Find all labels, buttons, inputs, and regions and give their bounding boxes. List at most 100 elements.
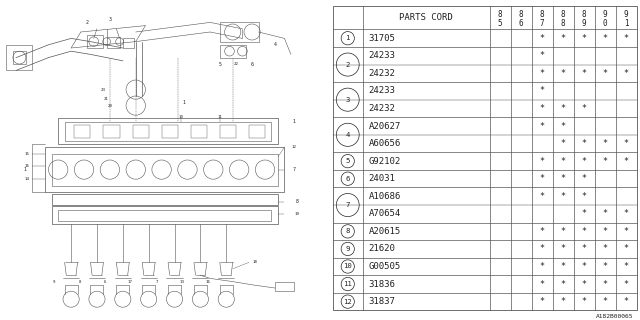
Text: A182B00065: A182B00065: [596, 314, 634, 319]
Text: A70654: A70654: [369, 209, 401, 218]
Text: *: *: [561, 297, 566, 306]
Text: *: *: [540, 104, 545, 113]
Text: 10: 10: [179, 115, 184, 119]
Text: *: *: [624, 280, 629, 289]
Text: PARTS CORD: PARTS CORD: [399, 13, 453, 22]
Text: 6: 6: [251, 61, 253, 67]
Text: *: *: [603, 227, 608, 236]
Text: 4: 4: [346, 132, 350, 138]
Text: *: *: [582, 104, 587, 113]
Text: *: *: [540, 174, 545, 183]
Text: 20: 20: [108, 104, 113, 108]
Text: *: *: [603, 69, 608, 78]
Text: 14: 14: [24, 177, 29, 181]
Text: 13: 13: [179, 280, 184, 284]
Text: 6: 6: [104, 280, 107, 284]
Text: 31837: 31837: [369, 297, 396, 306]
Text: 15: 15: [24, 152, 29, 156]
Text: 8: 8: [296, 199, 299, 204]
Text: 22: 22: [234, 62, 239, 66]
Text: *: *: [561, 227, 566, 236]
Text: A10686: A10686: [369, 192, 401, 201]
Text: *: *: [561, 104, 566, 113]
Text: *: *: [561, 244, 566, 253]
Text: *: *: [582, 297, 587, 306]
Text: *: *: [624, 244, 629, 253]
Text: *: *: [561, 157, 566, 166]
Text: *: *: [540, 297, 545, 306]
Text: *: *: [582, 227, 587, 236]
Text: 24233: 24233: [369, 86, 396, 95]
Text: 24232: 24232: [369, 104, 396, 113]
Text: *: *: [540, 262, 545, 271]
Text: 8: 8: [561, 19, 566, 28]
Text: *: *: [582, 280, 587, 289]
Text: *: *: [540, 157, 545, 166]
Text: 9: 9: [52, 280, 55, 284]
Text: *: *: [603, 34, 608, 43]
Text: 5: 5: [498, 19, 502, 28]
Text: *: *: [561, 69, 566, 78]
Text: 31705: 31705: [369, 34, 396, 43]
Text: 5: 5: [346, 158, 350, 164]
Text: 1: 1: [624, 19, 628, 28]
Text: 2: 2: [346, 61, 350, 68]
Bar: [132, 125, 148, 138]
Bar: [52, 206, 278, 224]
Text: 8: 8: [78, 280, 81, 284]
Text: 1: 1: [292, 119, 296, 124]
Text: 24233: 24233: [369, 51, 396, 60]
Text: G00505: G00505: [369, 262, 401, 271]
Text: *: *: [540, 69, 545, 78]
Bar: [45, 147, 284, 192]
Text: 9: 9: [582, 19, 586, 28]
Text: *: *: [582, 157, 587, 166]
Text: G92102: G92102: [369, 157, 401, 166]
Text: A20615: A20615: [369, 227, 401, 236]
Bar: [52, 154, 278, 186]
Text: *: *: [561, 280, 566, 289]
Text: *: *: [582, 262, 587, 271]
Text: *: *: [582, 69, 587, 78]
Text: 8: 8: [561, 10, 566, 19]
Text: *: *: [624, 262, 629, 271]
Text: 2: 2: [86, 20, 89, 25]
Text: 1: 1: [183, 100, 186, 105]
Text: 24031: 24031: [369, 174, 396, 183]
Text: 1: 1: [346, 35, 350, 41]
Text: *: *: [603, 139, 608, 148]
Text: *: *: [582, 139, 587, 148]
Text: 0: 0: [603, 19, 607, 28]
Text: 6: 6: [346, 176, 350, 182]
Text: *: *: [561, 192, 566, 201]
Bar: [161, 125, 178, 138]
Text: 7: 7: [292, 167, 296, 172]
Text: *: *: [582, 174, 587, 183]
Text: *: *: [603, 262, 608, 271]
Text: 1: 1: [23, 167, 26, 172]
Text: *: *: [540, 227, 545, 236]
Text: 8: 8: [582, 10, 586, 19]
Text: 17: 17: [127, 280, 132, 284]
Text: 9: 9: [624, 10, 628, 19]
Text: 16: 16: [205, 280, 210, 284]
Text: 9: 9: [346, 246, 350, 252]
Text: *: *: [624, 209, 629, 218]
Text: *: *: [540, 51, 545, 60]
Text: *: *: [624, 69, 629, 78]
Bar: [58, 210, 271, 221]
Text: *: *: [624, 227, 629, 236]
Text: A60656: A60656: [369, 139, 401, 148]
Bar: [107, 37, 120, 48]
Text: 12: 12: [292, 145, 296, 149]
Text: 21: 21: [104, 97, 109, 101]
Text: *: *: [540, 280, 545, 289]
Text: 18: 18: [253, 260, 258, 264]
Text: *: *: [603, 209, 608, 218]
Text: 3: 3: [346, 97, 350, 103]
Text: 9: 9: [603, 10, 607, 19]
Text: *: *: [561, 262, 566, 271]
Bar: [58, 118, 278, 144]
Bar: [13, 51, 26, 64]
Text: 31836: 31836: [369, 280, 396, 289]
